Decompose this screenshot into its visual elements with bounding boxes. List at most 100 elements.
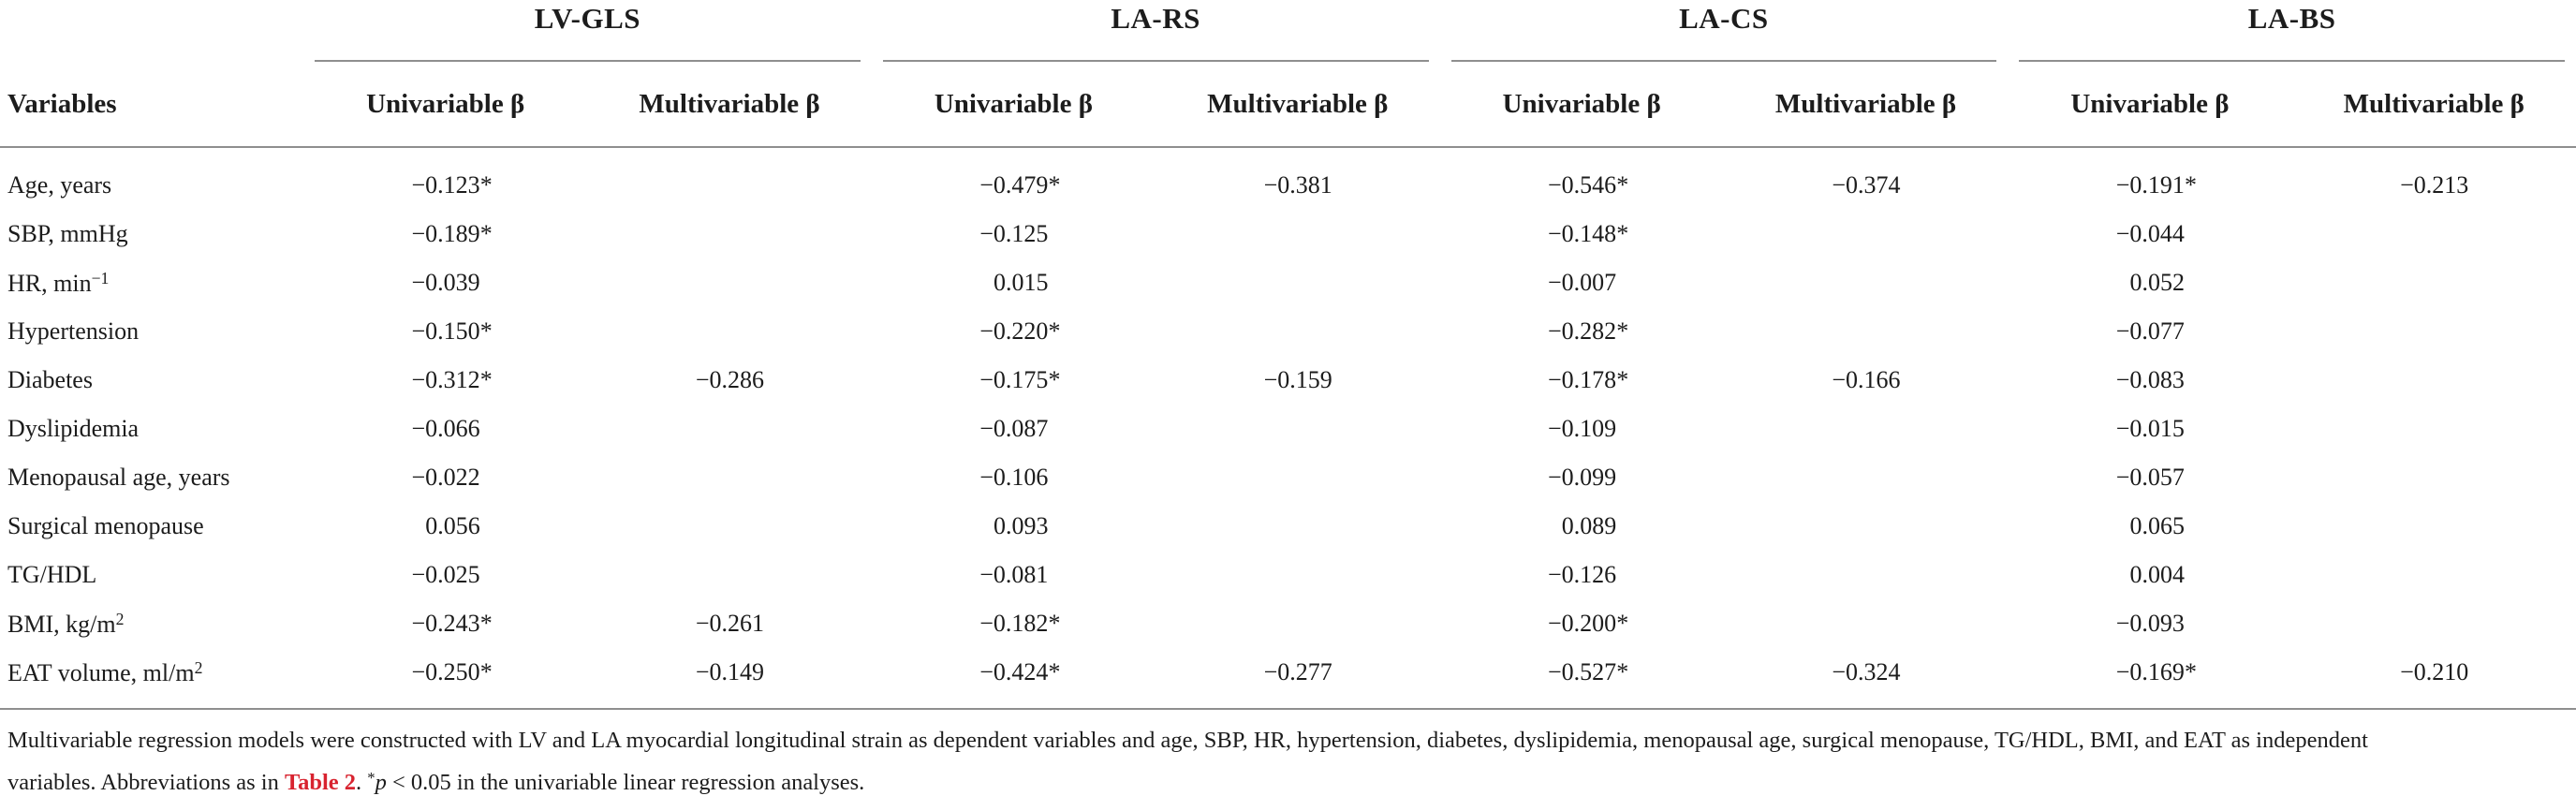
value-cell: −0.125 [872, 210, 1156, 258]
value-cell: −0.178* [1440, 356, 1724, 405]
group-underline [315, 60, 861, 62]
beta-value: −0.150 [411, 317, 480, 345]
value-cell: −0.213 [2292, 161, 2576, 210]
beta-value: −0.312 [411, 366, 480, 393]
beta-value: −0.213 [2400, 171, 2469, 199]
row-label: Hypertension [7, 317, 140, 345]
significance-star: * [479, 610, 493, 637]
value-cell [587, 258, 871, 307]
beta-value: −0.087 [979, 415, 1049, 442]
value-cell: −0.077 [2008, 307, 2291, 356]
beta-value: −0.044 [2115, 220, 2185, 247]
row-label: EAT volume, ml/m2 [7, 657, 203, 686]
table-row: BMI, kg/m2 −0.243* −0.261 −0.182* −0.200* −0.… [0, 599, 2576, 648]
table-row: Surgical menopause 0.056 0.093 0.089 0.065 [0, 502, 2576, 551]
beta-value: −0.039 [411, 269, 480, 296]
beta-value: −0.424 [979, 658, 1049, 685]
value-cell: −0.220* [872, 307, 1156, 356]
beta-value: 0.004 [2129, 561, 2185, 588]
beta-value: 0.015 [993, 269, 1049, 296]
beta-value: −0.178 [1548, 366, 1617, 393]
beta-value: −0.282 [1548, 317, 1617, 345]
value-cell: −0.182* [872, 599, 1156, 648]
group-underline [1450, 60, 1997, 62]
group-title-label: LV-GLS [534, 2, 641, 35]
table-row: Menopausal age, years −0.022 −0.106 −0.099 −… [0, 453, 2576, 502]
value-cell: 0.015 [872, 258, 1156, 307]
beta-value: 0.093 [993, 512, 1049, 539]
value-cell: 0.089 [1440, 502, 1724, 551]
value-cell [1724, 258, 2008, 307]
p-symbol: p [375, 770, 387, 795]
group-underline [882, 60, 1429, 62]
table-row: SBP, mmHg −0.189* −0.125 −0.148* −0.044 [0, 210, 2576, 258]
value-cell [1156, 599, 1439, 648]
value-cell: −0.109 [1440, 405, 1724, 453]
beta-value: −0.066 [411, 415, 480, 442]
beta-value: −0.479 [979, 171, 1049, 199]
regression-table: LV-GLS LA-RS LA-CS LA-BS Variables Univariabl… [0, 0, 2576, 710]
value-cell: −0.044 [2008, 210, 2291, 258]
beta-value: −0.081 [979, 561, 1049, 588]
value-cell: −0.148* [1440, 210, 1724, 258]
beta-value: −0.022 [411, 464, 480, 491]
value-cell [1724, 599, 2008, 648]
table-2-link[interactable]: Table 2 [284, 770, 357, 795]
value-cell [587, 161, 871, 210]
value-cell: −0.312* [303, 356, 587, 405]
beta-value: −0.148 [1548, 220, 1617, 247]
variables-column-header: Variables [0, 62, 303, 148]
table-row: Dyslipidemia −0.066 −0.087 −0.109 −0.015 [0, 405, 2576, 453]
significance-star: * [479, 317, 493, 345]
value-cell [1156, 502, 1439, 551]
value-cell [2292, 307, 2576, 356]
significance-star: * [1048, 366, 1061, 393]
value-cell [2292, 453, 2576, 502]
table-body: Age, years −0.123* −0.479* −0.381 −0.546* −0.… [0, 147, 2576, 709]
beta-value: −0.381 [1263, 171, 1332, 199]
table-row: Hypertension −0.150* −0.220* −0.282* −0.077 [0, 307, 2576, 356]
value-cell: −0.039 [303, 258, 587, 307]
value-cell [2292, 599, 2576, 648]
beta-value: −0.025 [411, 561, 480, 588]
multivariable-beta-header: Multivariable β [1156, 62, 1440, 148]
value-cell [2292, 502, 2576, 551]
univariable-beta-header: Univariable β [1439, 62, 1724, 148]
value-cell [1156, 453, 1439, 502]
significance-star: * [1616, 366, 1629, 393]
beta-value: −0.149 [695, 658, 765, 685]
value-cell [2292, 551, 2576, 599]
value-cell: −0.250* [303, 648, 587, 697]
significance-star: * [1616, 610, 1629, 637]
value-cell [1156, 210, 1439, 258]
value-cell: −0.007 [1440, 258, 1724, 307]
beta-value: −0.106 [979, 464, 1049, 491]
corner-cell [0, 0, 303, 62]
beta-value: −0.057 [2115, 464, 2185, 491]
group-header-la-rs: LA-RS [872, 0, 1440, 62]
footnote-period: . [356, 770, 368, 795]
row-label: Dyslipidemia [7, 415, 140, 442]
beta-value: −0.220 [979, 317, 1049, 345]
significance-star: * [2184, 171, 2197, 199]
row-label: BMI, kg/m2 [7, 609, 125, 638]
beta-value: −0.175 [979, 366, 1049, 393]
value-cell: −0.106 [872, 453, 1156, 502]
value-cell: 0.065 [2008, 502, 2291, 551]
value-cell [2292, 258, 2576, 307]
beta-value: −0.200 [1548, 610, 1617, 637]
value-cell [1724, 453, 2008, 502]
footnote-line-1: Multivariable regression models were con… [7, 722, 2576, 759]
univariable-beta-header: Univariable β [871, 62, 1156, 148]
table-header: LV-GLS LA-RS LA-CS LA-BS Variables Univariabl… [0, 0, 2576, 148]
value-cell [1156, 258, 1439, 307]
value-cell: −0.191* [2008, 161, 2291, 210]
beta-value: 0.052 [2129, 269, 2185, 296]
group-title-label: LA-CS [1679, 2, 1769, 35]
value-cell [587, 405, 871, 453]
beta-value: −0.123 [411, 171, 480, 199]
beta-value: −0.191 [2115, 171, 2185, 199]
beta-value: −0.169 [2115, 658, 2185, 685]
value-cell: −0.175* [872, 356, 1156, 405]
